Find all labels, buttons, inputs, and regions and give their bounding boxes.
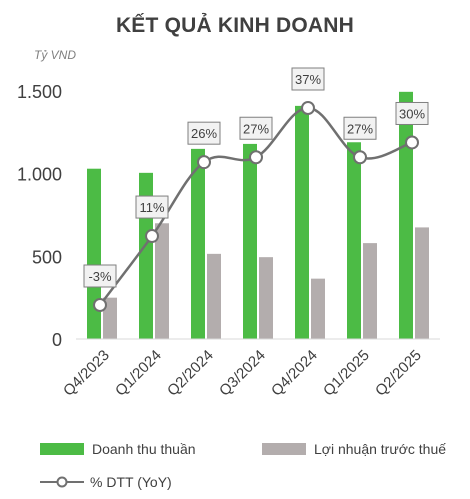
bar-profit bbox=[259, 257, 273, 339]
legend-label-revenue: Doanh thu thuần bbox=[92, 441, 196, 457]
x-tick-label: Q4/2024 bbox=[268, 347, 321, 400]
x-tick-label: Q2/2024 bbox=[164, 347, 217, 400]
y-tick-label: 1.000 bbox=[17, 165, 62, 185]
x-tick-label: Q4/2023 bbox=[60, 347, 113, 400]
bar-revenue bbox=[347, 142, 361, 339]
yoy-point bbox=[249, 150, 263, 165]
yoy-point bbox=[353, 150, 367, 165]
yoy-point bbox=[197, 155, 211, 170]
yoy-label-box bbox=[239, 116, 273, 140]
yoy-label-box bbox=[83, 264, 117, 288]
bar-revenue bbox=[87, 168, 101, 339]
bar-profit bbox=[415, 227, 429, 339]
x-tick-label: Q3/2024 bbox=[216, 347, 269, 400]
bar-profit bbox=[311, 278, 325, 339]
legend-item-profit: Lợi nhuận trước thuế bbox=[262, 441, 446, 457]
bar-revenue bbox=[191, 148, 205, 339]
bar-revenue bbox=[295, 105, 309, 339]
legend-label-yoy: % DTT (YoY) bbox=[90, 474, 172, 490]
bar-profit bbox=[363, 243, 377, 339]
yoy-label-box bbox=[395, 101, 429, 125]
y-tick-label: 0 bbox=[52, 330, 62, 350]
yoy-point bbox=[93, 298, 107, 312]
yoy-label-box bbox=[135, 195, 169, 219]
x-tick-label: Q1/2025 bbox=[320, 347, 373, 400]
legend-label-profit: Lợi nhuận trước thuế bbox=[314, 441, 447, 457]
chart-title: KẾT QUẢ KINH DOANH bbox=[115, 14, 355, 37]
yoy-data-label: 11% bbox=[139, 200, 164, 215]
yoy-data-label: 30% bbox=[399, 106, 425, 121]
yoy-label-box bbox=[291, 67, 325, 91]
yoy-data-label: 37% bbox=[295, 72, 321, 87]
bar-profit bbox=[207, 253, 221, 339]
yoy-label-box bbox=[343, 116, 377, 140]
bar-profit bbox=[103, 297, 117, 339]
yoy-data-label: 26% bbox=[191, 126, 217, 141]
legend-item-yoy: % DTT (YoY) bbox=[40, 474, 172, 490]
y-tick-label: 1.500 bbox=[17, 82, 62, 102]
legend-item-revenue: Doanh thu thuần bbox=[40, 441, 196, 457]
x-tick-label: Q1/2024 bbox=[112, 347, 165, 400]
yoy-data-label: 27% bbox=[243, 121, 269, 136]
yoy-point bbox=[145, 229, 159, 244]
x-tick-label: Q2/2025 bbox=[372, 347, 425, 400]
bar-revenue bbox=[243, 143, 257, 339]
yoy-point bbox=[405, 135, 419, 150]
legend-swatch-profit bbox=[262, 443, 306, 455]
y-tick-label: 500 bbox=[32, 247, 62, 267]
y-axis-unit-label: Tỷ VND bbox=[34, 48, 76, 62]
legend-line-marker bbox=[40, 476, 84, 488]
legend-swatch-revenue bbox=[40, 443, 84, 455]
yoy-label-box bbox=[187, 121, 221, 145]
yoy-point bbox=[301, 101, 315, 115]
yoy-data-label: -3% bbox=[88, 269, 112, 284]
bar-revenue bbox=[399, 91, 413, 340]
yoy-data-label: 27% bbox=[347, 121, 373, 136]
bar-profit bbox=[155, 223, 169, 339]
